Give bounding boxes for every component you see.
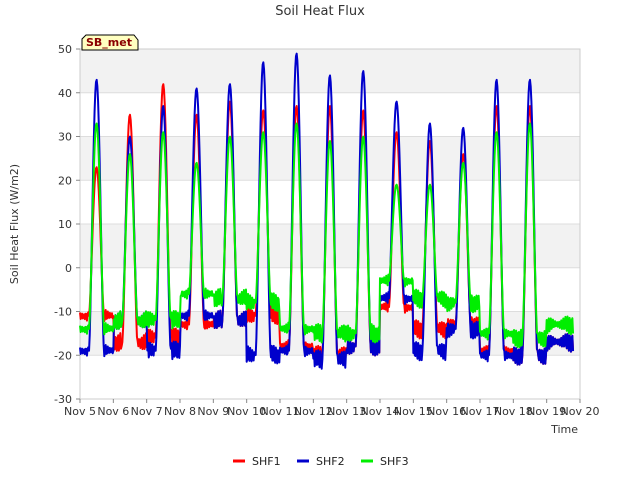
site-badge: SB_met (81, 34, 139, 51)
legend-label-shf2: SHF2 (316, 455, 345, 468)
y-tick-label: 40 (58, 87, 72, 100)
series-layer (79, 52, 575, 370)
y-tick-label: 30 (58, 131, 72, 144)
y-tick-label: -10 (54, 306, 72, 319)
legend-label-shf1: SHF1 (252, 455, 281, 468)
x-tick-label: Nov 13 (327, 405, 366, 418)
y-tick-label: -30 (54, 393, 72, 406)
x-tick-label: Nov 12 (294, 405, 333, 418)
site-badge-label: SB_met (86, 36, 132, 49)
x-tick-label: Nov 9 (197, 405, 229, 418)
plot-band (80, 224, 580, 268)
legend-label-shf3: SHF3 (380, 455, 409, 468)
x-tick-label: Nov 11 (261, 405, 300, 418)
x-tick-label: Nov 6 (97, 405, 129, 418)
y-tick-label: 0 (65, 262, 72, 275)
x-tick-label: Nov 5 (64, 405, 96, 418)
x-tick-label: Nov 19 (527, 405, 566, 418)
x-tick-label: Nov 14 (361, 405, 400, 418)
x-tick-label: Nov 18 (494, 405, 533, 418)
x-axis-label: Time (550, 423, 578, 436)
x-tick-label: Nov 17 (461, 405, 500, 418)
x-tick-label: Nov 16 (427, 405, 466, 418)
legend: SHF1 SHF2 SHF3 (233, 455, 409, 468)
x-tick-label: Nov 8 (164, 405, 196, 418)
series-line-shf3 (79, 122, 575, 349)
y-tick-label: 50 (58, 43, 72, 56)
chart-title: Soil Heat Flux (275, 4, 365, 19)
y-tick-label: 10 (58, 218, 72, 231)
site-badge-box (81, 34, 139, 51)
plot-band (80, 311, 580, 356)
y-tick-label: 20 (58, 174, 72, 187)
x-tick-label: Nov 7 (131, 405, 163, 418)
x-tick-label: Nov 15 (394, 405, 433, 418)
y-tick-label: -20 (54, 349, 72, 362)
x-tick-label: Nov 20 (561, 405, 600, 418)
y-axis-ticks: -30 -20 -10 0 10 20 30 40 50 (54, 43, 80, 406)
x-tick-label: Nov 10 (227, 405, 266, 418)
y-axis-label: Soil Heat Flux (W/m2) (8, 164, 21, 284)
